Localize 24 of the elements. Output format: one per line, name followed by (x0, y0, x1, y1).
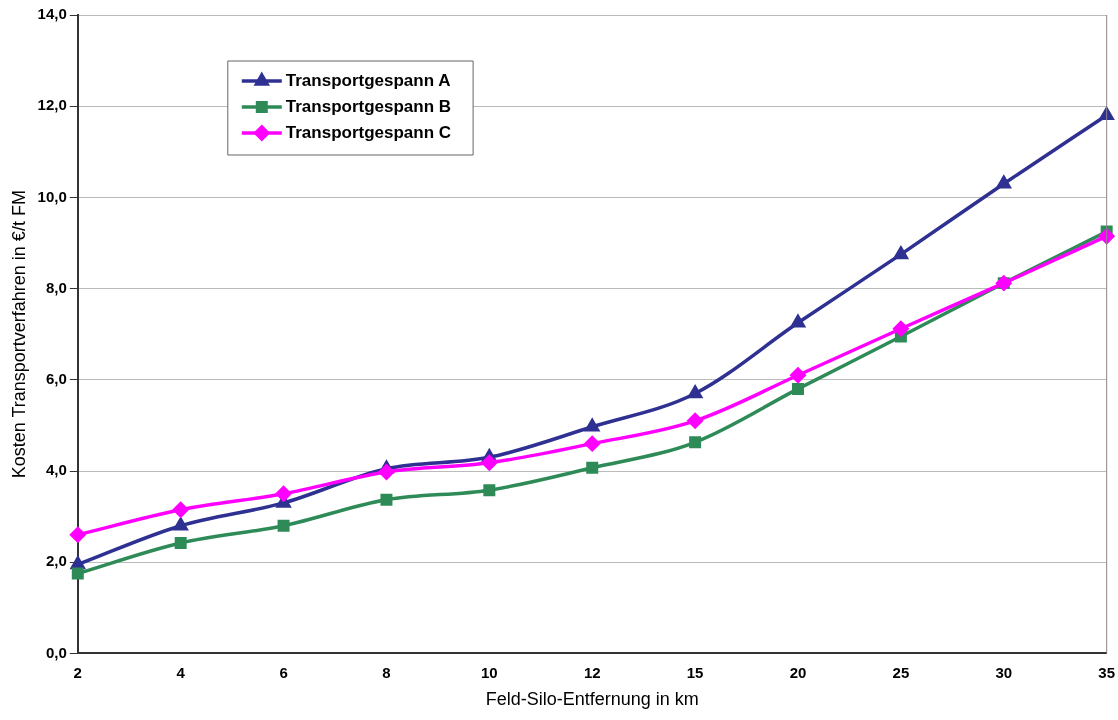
y-tick-label: 10,0 (37, 187, 67, 205)
x-tick-label: 6 (279, 663, 288, 681)
y-tick-label: 0,0 (45, 643, 67, 661)
x-tick-label: 8 (382, 663, 391, 681)
y-tick-label: 12,0 (37, 96, 67, 114)
y-tick-label: 4,0 (45, 461, 67, 479)
x-tick-label: 20 (789, 663, 807, 681)
x-tick-label: 15 (686, 663, 704, 681)
y-tick-label: 2,0 (45, 552, 67, 570)
x-tick-label: 4 (176, 663, 186, 681)
x-tick-label: 2 (73, 663, 82, 681)
y-tick-label: 8,0 (45, 278, 67, 296)
y-tick-label: 14,0 (37, 5, 67, 23)
legend-label: Transportgespann B (285, 96, 452, 116)
legend-label: Transportgespann A (285, 70, 451, 90)
x-tick-label: 25 (892, 663, 910, 681)
y-axis-title: Kosten Transportverfahren in €/t FM (8, 190, 29, 479)
x-tick-label: 12 (583, 663, 601, 681)
y-tick-label: 6,0 (45, 369, 67, 387)
x-tick-label: 10 (481, 663, 498, 681)
x-tick-label: 35 (1098, 663, 1115, 681)
x-axis-title: Feld-Silo-Entfernung in km (485, 689, 699, 710)
legend-label: Transportgespann C (285, 122, 452, 142)
x-tick-label: 30 (995, 663, 1013, 681)
